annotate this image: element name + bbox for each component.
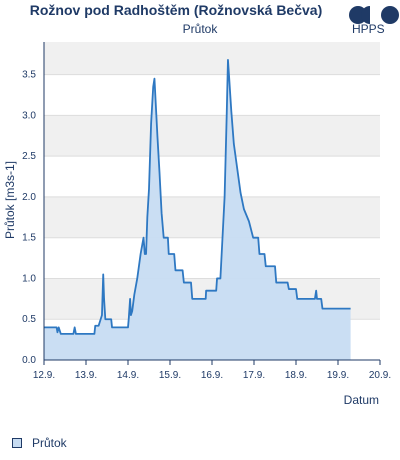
plot-bands <box>44 42 380 320</box>
plot-band <box>44 115 380 157</box>
series-area <box>44 59 351 360</box>
y-tick-label: 2.5 <box>22 151 36 162</box>
chart-plot: 0.0 0.5 1.0 1.5 2.0 2.5 3.0 3.5 12.9. 13.9. 14.9.… <box>3 42 391 407</box>
x-tick-label: 20.9. <box>369 370 391 381</box>
x-tick-label: 17.9. <box>243 370 265 381</box>
x-tick-label: 15.9. <box>159 370 181 381</box>
x-tick-label: 18.9. <box>285 370 307 381</box>
y-tick-label: 0.5 <box>22 314 36 325</box>
logo-text: HPPS <box>352 22 385 36</box>
x-tick-label: 14.9. <box>117 370 139 381</box>
logo-mark-icon <box>349 6 399 24</box>
y-tick-label: 1.0 <box>22 273 36 284</box>
y-tick-label: 3.0 <box>22 110 36 121</box>
x-tick-label: 19.9. <box>327 370 349 381</box>
x-tick-label: 12.9. <box>33 370 55 381</box>
legend[interactable]: Průtok <box>12 436 67 450</box>
y-ticks: 0.0 0.5 1.0 1.5 2.0 2.5 3.0 3.5 <box>22 70 36 366</box>
chart-title: Rožnov pod Radhoštěm (Rožnovská Bečva) <box>29 2 323 18</box>
legend-swatch <box>12 438 22 448</box>
series-layer <box>43 59 351 360</box>
x-axis-label: Datum <box>344 393 379 407</box>
x-tick-label: 13.9. <box>75 370 97 381</box>
y-tick-label: 0.0 <box>22 355 36 366</box>
series-line <box>43 59 351 335</box>
y-tick-label: 3.5 <box>22 70 36 81</box>
logo <box>346 4 400 40</box>
plot-band <box>44 42 380 75</box>
y-tick-label: 2.0 <box>22 192 36 203</box>
chart-subtitle: Průtok <box>182 22 218 36</box>
y-tick-label: 1.5 <box>22 233 36 244</box>
plot-band <box>44 196 380 238</box>
y-axis-label: Průtok [m3s-1] <box>3 161 17 239</box>
x-ticks: 12.9. 13.9. 14.9. 15.9. 16.9. 17.9. 18.9. 19.9.… <box>33 360 391 381</box>
x-tick-label: 16.9. <box>201 370 223 381</box>
legend-label: Průtok <box>32 436 67 450</box>
